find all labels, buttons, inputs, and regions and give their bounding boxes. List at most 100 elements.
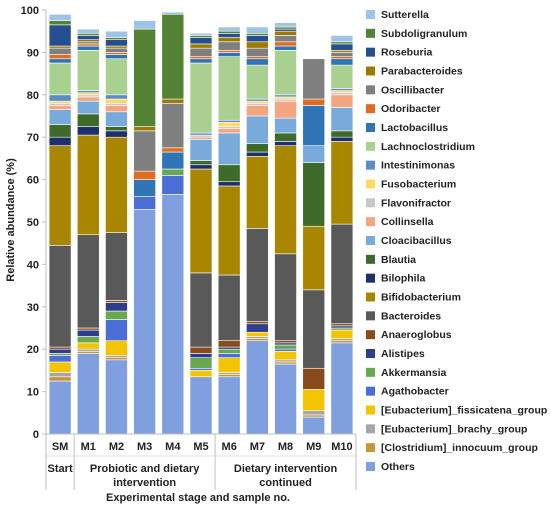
bar-segment-m8-1 (274, 361, 297, 365)
bar-segment-m9-8 (302, 289, 326, 369)
bar-segment-m7-24 (246, 26, 269, 34)
bar-segment-m2-16 (105, 94, 128, 100)
bar-segment-m1-23 (76, 33, 100, 36)
legend-entry: Cloacibacillus (366, 235, 452, 247)
bar-stack-m10 (330, 35, 354, 435)
bar-segment-m3-23 (133, 28, 156, 127)
y-tick-label: 40 (27, 259, 39, 271)
bar-segment-m1-6 (76, 329, 100, 337)
legend-label: Subdoligranulum (381, 28, 467, 40)
bar-segment-m7-12 (246, 115, 269, 144)
bar-segment-m7-21 (246, 41, 269, 49)
bar-segment-m9-11 (302, 162, 326, 227)
bar-segment-m2-13 (105, 105, 128, 113)
bar-segment-m8-15 (274, 96, 297, 100)
y-tick-label: 50 (27, 217, 39, 229)
bar-segment-m6-15 (217, 122, 241, 127)
bar-segment-m4-23 (161, 13, 185, 100)
legend-label: Collinsella (381, 216, 434, 228)
bar-segment-m8-7 (274, 340, 297, 344)
x-tick-label: M5 (193, 441, 208, 453)
bar-segment-m10-0 (330, 342, 354, 435)
bar-segment-m6-9 (217, 185, 241, 276)
bar-segment-m3-18 (133, 179, 156, 197)
bar-segment-m5-5 (189, 357, 213, 369)
bar-segment-m2-7 (105, 300, 128, 303)
legend-swatch (366, 236, 375, 245)
x-tick-label: M6 (222, 441, 237, 453)
legend-label: Bifidobacterium (381, 292, 461, 304)
legend-swatch (366, 349, 375, 358)
legend-entry: [Eubacterium]_fissicatena_group (366, 405, 547, 417)
legend-swatch (366, 443, 375, 453)
bar-segment-m6-22 (217, 33, 241, 38)
bar-segment-m10-11 (330, 130, 354, 138)
bar-segment-m8-11 (274, 132, 297, 142)
bar-segment-m7-2 (246, 336, 269, 339)
bar-segment-m8-14 (274, 98, 297, 102)
bar-segment-m1-19 (76, 43, 100, 47)
bar-segment-m2-5 (105, 310, 128, 320)
bar-stack-m3 (133, 20, 156, 435)
bar-segment-sm-15 (48, 100, 72, 104)
bar-segment-m2-19 (105, 52, 128, 55)
bar-segment-m7-9 (246, 155, 269, 229)
bar-segment-m9-2 (302, 410, 326, 416)
legend-entry: Bifidobacterium (366, 292, 461, 304)
bar-segment-m2-22 (105, 39, 128, 47)
bar-segment-sm-13 (48, 105, 72, 110)
x-tick-label: M1 (81, 441, 96, 453)
bar-stack-m8 (274, 22, 297, 435)
bar-segment-m10-3 (330, 329, 354, 339)
bar-segment-m6-19 (217, 49, 241, 53)
legend-swatch (366, 160, 375, 170)
bar-segment-sm-8 (48, 245, 72, 348)
bar-segment-m6-21 (217, 37, 241, 43)
bar-segment-m7-7 (246, 321, 269, 325)
y-tick-label: 60 (27, 175, 39, 187)
bar-segment-m2-6 (105, 302, 128, 312)
legend-swatch (366, 424, 375, 434)
bar-segment-m8-10 (274, 141, 297, 146)
bar-segment-m1-3 (76, 342, 100, 350)
bar-segment-m6-0 (217, 376, 241, 435)
bar-segment-m7-17 (246, 64, 269, 100)
legend-swatch (366, 28, 375, 38)
bar-segment-sm-19 (48, 54, 72, 60)
bar-segment-sm-4 (48, 355, 72, 363)
legend-entry: Sutterella (366, 9, 429, 21)
bar-segment-m10-12 (330, 107, 354, 132)
bar-segment-sm-12 (48, 109, 72, 125)
legend-swatch (366, 104, 375, 114)
bar-segment-m1-0 (76, 353, 100, 435)
legend-swatch (366, 10, 375, 19)
bar-segment-m6-13 (217, 128, 241, 134)
legend-entry: Lactobacillus (366, 122, 448, 134)
bar-segment-sm-3 (48, 361, 72, 373)
legend-label: Blautia (381, 254, 416, 266)
bar-segment-m8-17 (274, 49, 297, 96)
bar-stack-m4 (161, 11, 185, 435)
legend-entry: Akkermansia (366, 367, 447, 379)
legend-swatch (366, 47, 375, 57)
bar-segment-m3-21 (133, 126, 156, 132)
bar-segment-m5-12 (189, 139, 213, 161)
legend-entry: Parabacteroides (366, 66, 463, 78)
bar-segment-m4-0 (161, 194, 185, 435)
bar-segment-m8-3 (274, 351, 297, 361)
bar-segment-m3-4 (133, 196, 156, 210)
bar-segment-m8-9 (274, 145, 297, 255)
legend-label: Lachnoclostridium (381, 141, 475, 153)
bar-segment-m6-10 (217, 181, 241, 187)
bar-segment-m1-18 (76, 45, 100, 51)
bar-segment-m2-20 (105, 47, 128, 53)
legend-label: [Eubacterium]_fissicatena_group (381, 405, 547, 417)
bar-segment-m1-15 (76, 92, 100, 96)
bar-segment-m5-20 (189, 47, 213, 57)
bar-segment-m10-16 (330, 88, 354, 91)
bar-stack-m9 (302, 58, 326, 435)
x-tick-label: M8 (278, 441, 293, 453)
legend-entry: [Clostridium]_innocuum_group (366, 442, 538, 454)
bar-segment-m10-22 (330, 43, 354, 51)
bar-segment-m1-21 (76, 39, 100, 43)
